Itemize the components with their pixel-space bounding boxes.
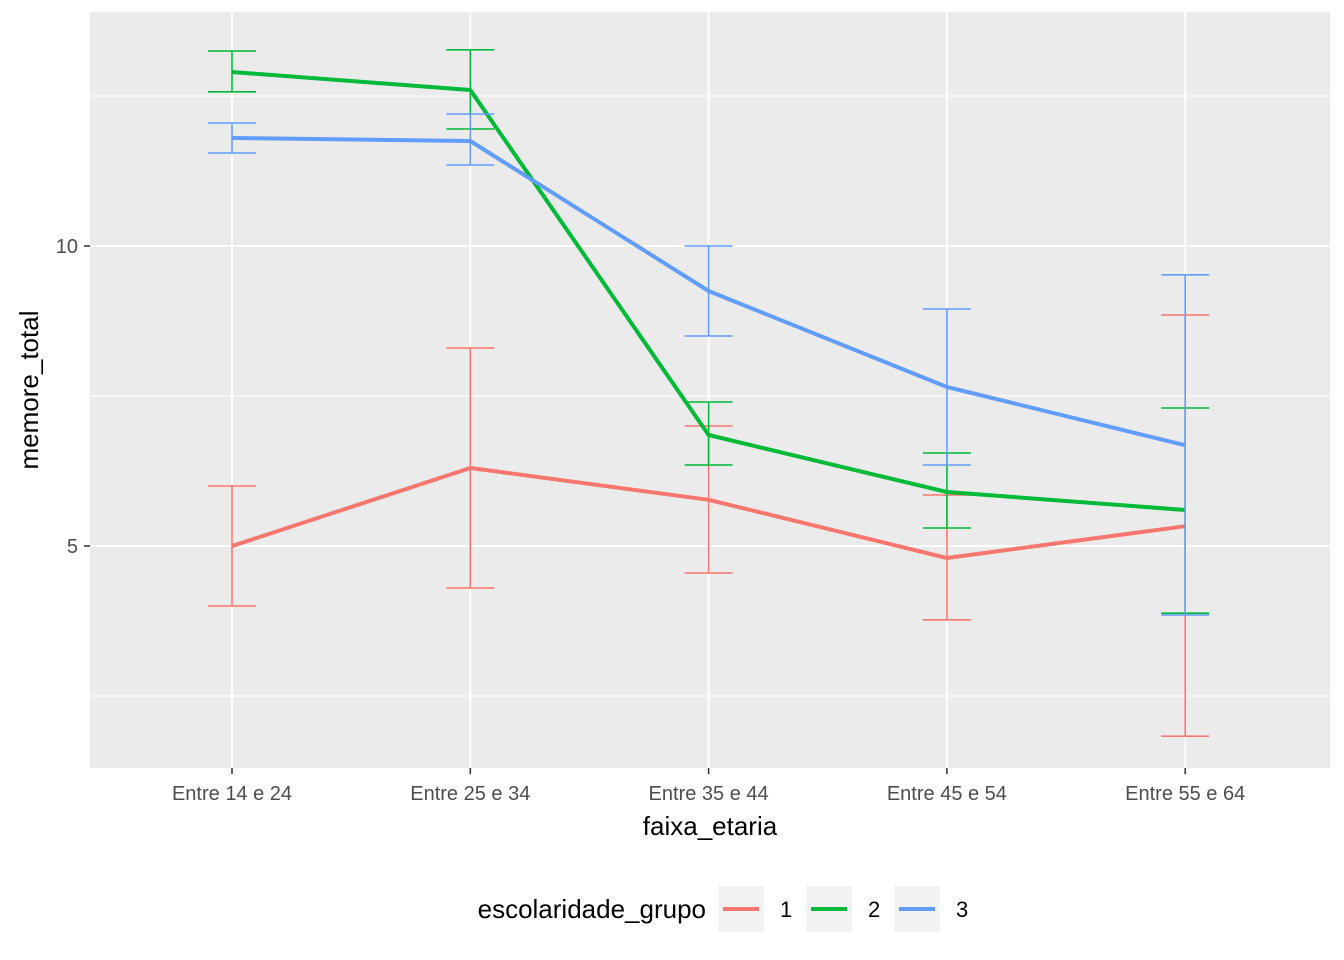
- plot-panel: [90, 12, 1330, 768]
- y-axis-title: memore_total: [14, 311, 44, 470]
- x-axis-title: faixa_etaria: [643, 811, 778, 841]
- legend-item-3: 3: [894, 886, 968, 932]
- x-tick-label: Entre 55 e 64: [1125, 783, 1245, 805]
- legend-item-2: 2: [806, 886, 880, 932]
- series-layer: [208, 48, 1210, 738]
- x-tick-label: Entre 14 e 24: [172, 783, 292, 805]
- y-tick-label: 10: [56, 236, 78, 258]
- y-axis: 5 10: [56, 236, 90, 558]
- legend-title: escolaridade_grupo: [478, 894, 706, 924]
- series-line: [231, 70, 1186, 512]
- legend-label: 3: [956, 897, 968, 922]
- series-line: [231, 466, 1186, 560]
- x-axis: Entre 14 e 24 Entre 25 e 34 Entre 35 e 44 E…: [172, 768, 1245, 805]
- legend-label: 2: [868, 897, 880, 922]
- legend: escolaridade_grupo 1 2 3: [478, 886, 968, 932]
- legend-label: 1: [780, 897, 792, 922]
- x-tick-label: Entre 25 e 34: [410, 783, 530, 805]
- x-tick-label: Entre 35 e 44: [649, 783, 769, 805]
- series-3: [208, 113, 1210, 616]
- x-tick-label: Entre 45 e 54: [887, 783, 1007, 805]
- series-line: [231, 136, 1186, 448]
- y-tick-label: 5: [67, 536, 78, 558]
- legend-item-1: 1: [718, 886, 792, 932]
- series-1: [208, 314, 1210, 738]
